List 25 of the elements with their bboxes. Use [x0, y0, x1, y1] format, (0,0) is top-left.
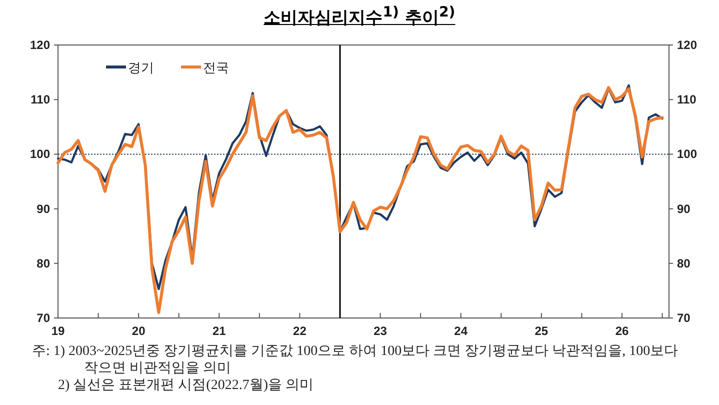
- x-tick-label: 26: [615, 324, 629, 338]
- x-tick-label: 21: [212, 324, 226, 338]
- legend-label: 경기: [128, 61, 154, 76]
- y2-tick-label: 90: [677, 202, 691, 216]
- y2-tick-label: 110: [677, 92, 697, 107]
- y2-tick-label: 70: [677, 311, 691, 325]
- y-tick-label: 90: [36, 202, 50, 216]
- x-tick-label: 23: [374, 324, 388, 338]
- x-tick-label: 24: [454, 324, 468, 338]
- y-tick-label: 70: [36, 311, 50, 325]
- y-tick-label: 80: [36, 256, 50, 270]
- y-tick-label: 110: [30, 92, 50, 107]
- x-tick-label: 25: [534, 324, 548, 338]
- chart-title: 소비자심리지수$^{1)}$ 추이$^{2)}$: [264, 4, 456, 28]
- text: 주: 1) 2003~2025년중 장기평균치를 기준값 100으로 하여 100보다 크면 장기평균보다 낙관적임을, 100보다 작으면 비관적임을 의미: [32, 343, 680, 377]
- y-tick-label: 120: [30, 38, 50, 52]
- y2-tick-label: 80: [677, 256, 691, 270]
- x-tick-label: 22: [293, 324, 307, 338]
- y-tick-label: 100: [30, 147, 50, 162]
- legend-label: 전국: [203, 61, 229, 76]
- x-tick-label: 19: [51, 324, 65, 338]
- y2-tick-label: 120: [677, 38, 698, 52]
- x-tick-label: 20: [132, 324, 146, 338]
- y2-tick-label: 100: [677, 147, 698, 162]
- text: 2) 실선은 표본개편 시점(2022.7월)을 의미: [58, 377, 314, 394]
